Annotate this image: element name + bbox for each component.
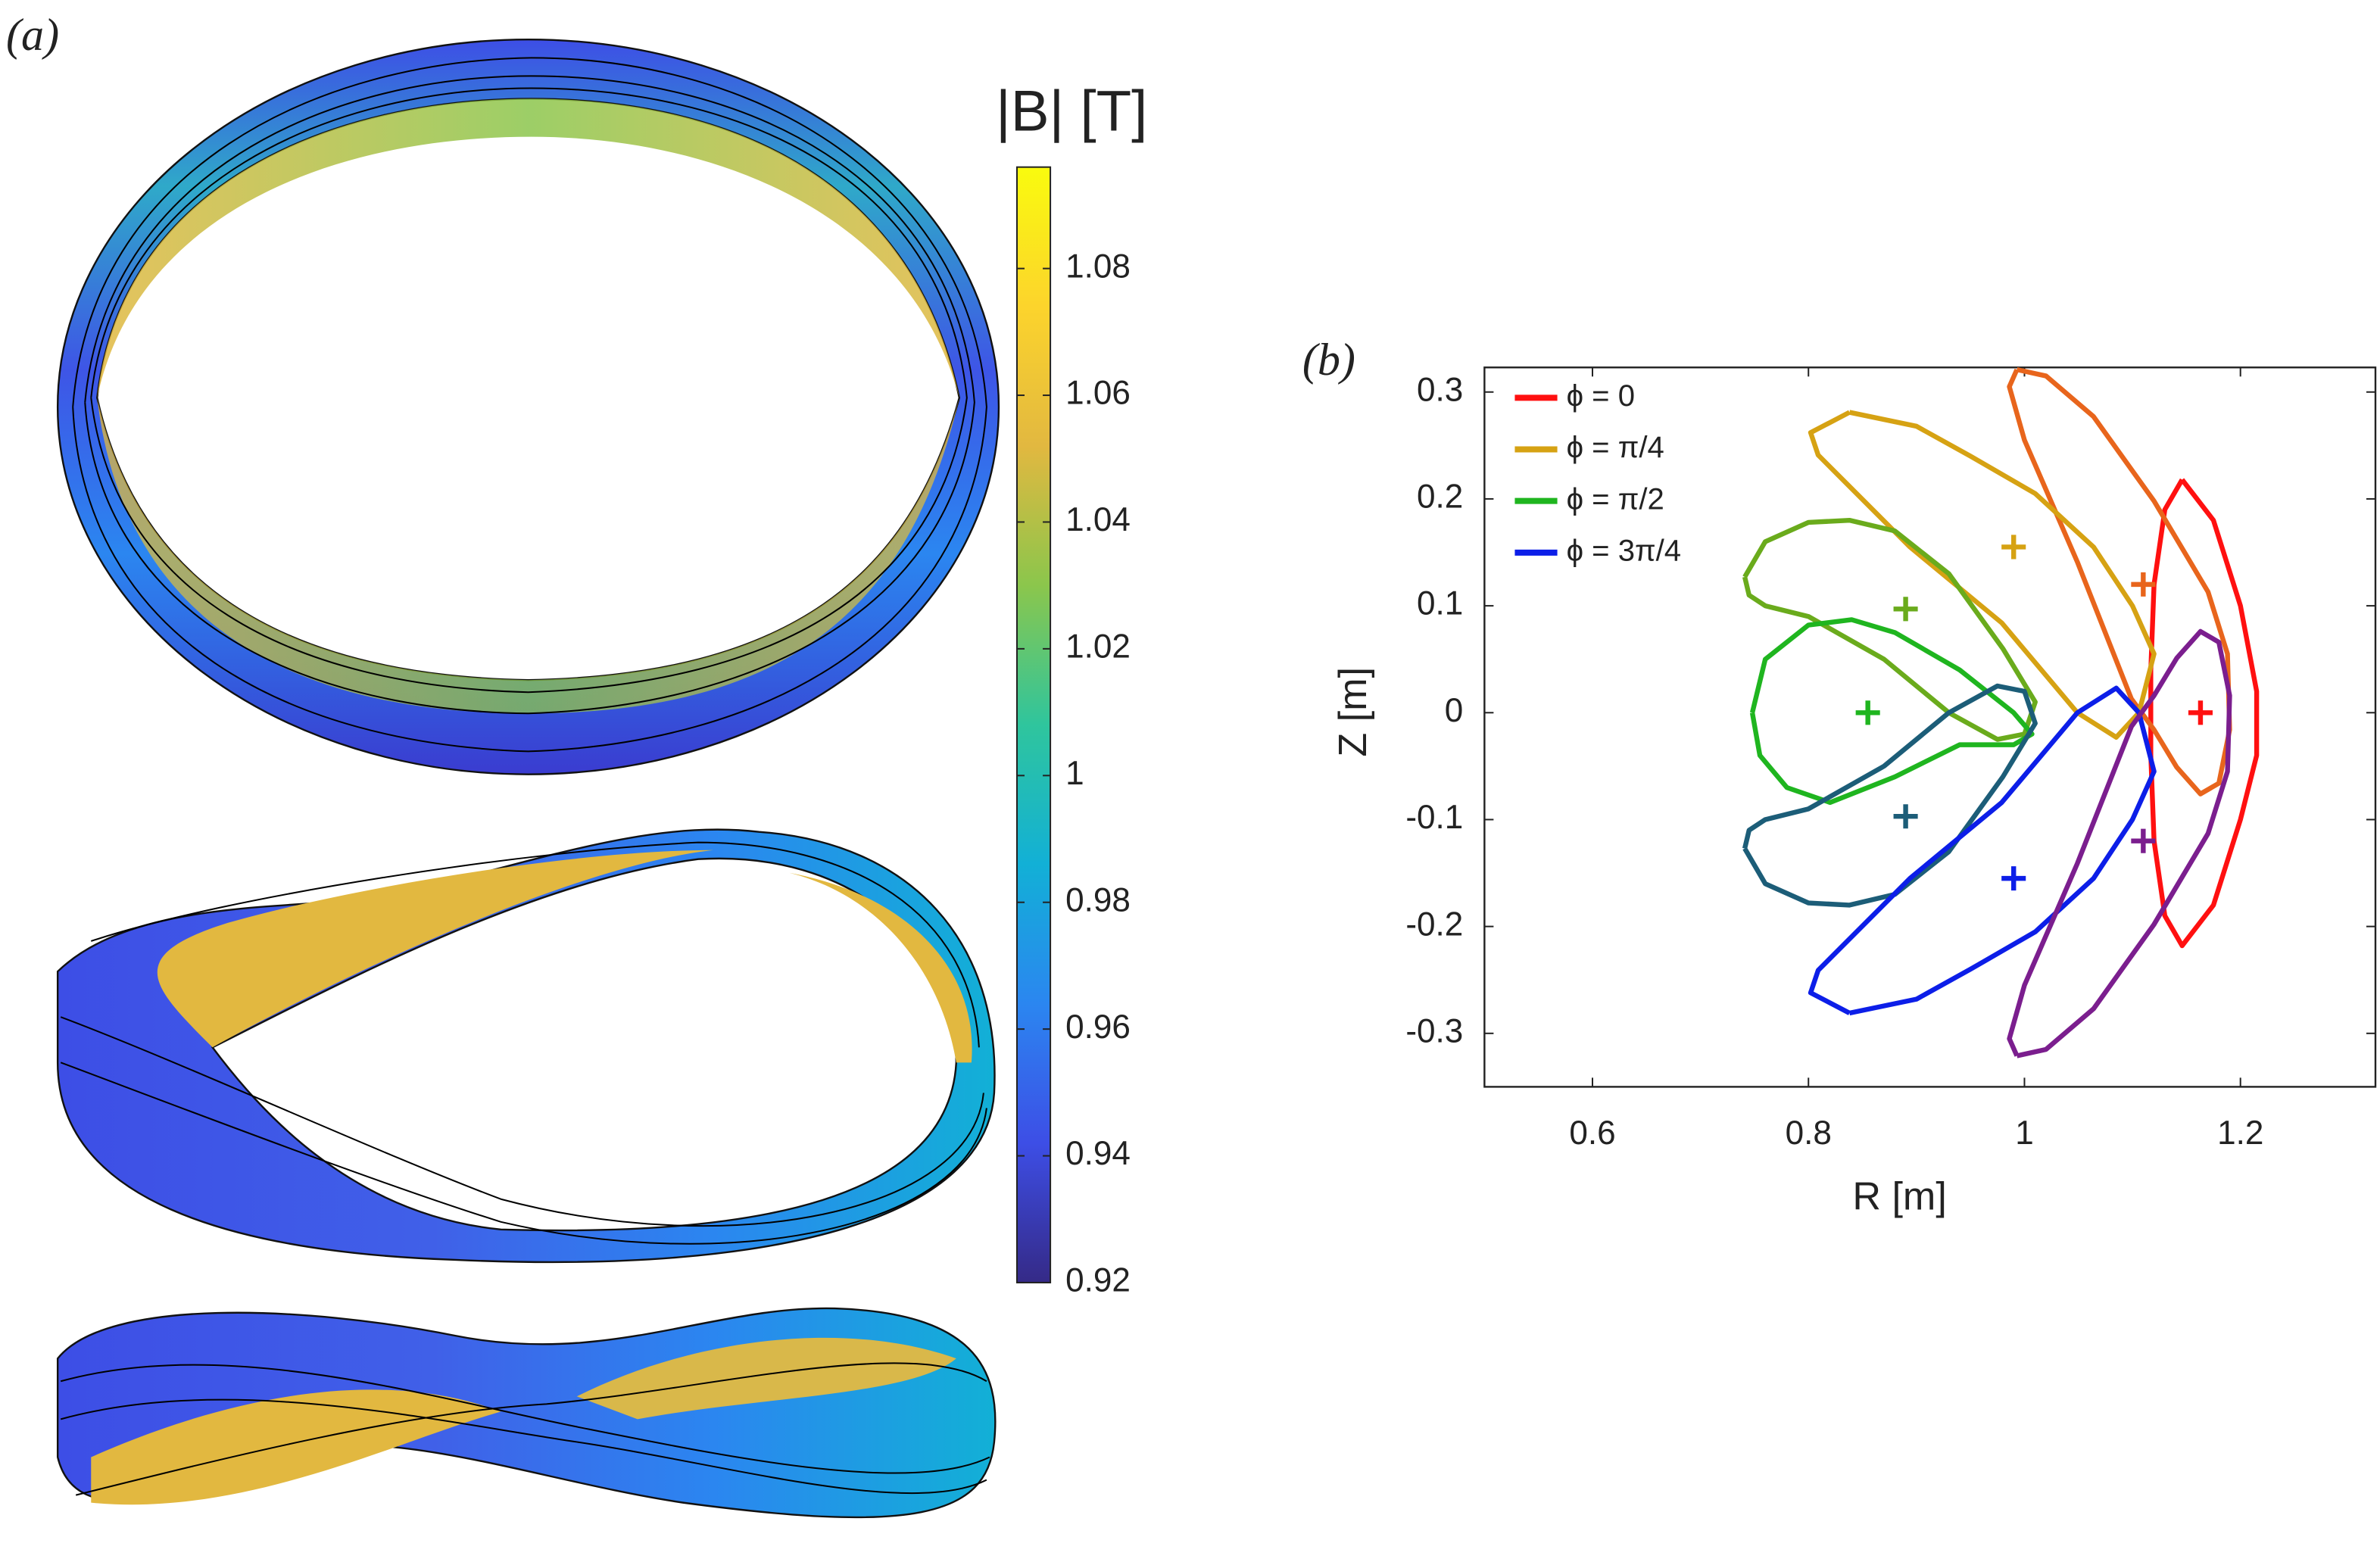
ribbon [56, 39, 1000, 775]
ribbon-inner [91, 1389, 501, 1505]
y-tick-label: -0.2 [1405, 906, 1463, 943]
tick-label: 0.92 [1065, 1262, 1131, 1299]
x-tick-label: 0.6 [1569, 1115, 1615, 1152]
magnetic-axis-marker [2131, 572, 2156, 597]
y-tick-label: 0.1 [1417, 585, 1463, 622]
cross-section [1742, 517, 2038, 742]
surface-side-view [56, 1307, 997, 1519]
cross-section [1742, 683, 2038, 908]
cross-section [2007, 628, 2232, 1058]
legend-label: ϕ = 0 [1567, 379, 1635, 413]
y-tick-label: 0.3 [1417, 371, 1463, 408]
magnetic-axis-marker [1855, 700, 1880, 725]
cross-section [2148, 478, 2260, 949]
field-lines [60, 1362, 990, 1496]
x-tick-label: 1.2 [2217, 1115, 2263, 1152]
cross-section [1749, 617, 2035, 806]
tick-label: 0.96 [1065, 1009, 1131, 1046]
tick-label: 0.98 [1065, 881, 1131, 918]
tick-label: 1.02 [1065, 628, 1131, 666]
y-tick-label: 0 [1445, 692, 1464, 729]
tick-label: 0.94 [1065, 1135, 1131, 1172]
magnetic-axis-marker [1893, 804, 1918, 829]
tick-label: 1.08 [1065, 248, 1131, 285]
legend-label: ϕ = π/2 [1567, 482, 1664, 516]
x-axis-label: R [m] [1852, 1174, 1946, 1218]
ribbon-inner [97, 98, 959, 398]
magnetic-axis-marker [2131, 828, 2156, 853]
y-tick-label: 0.2 [1417, 479, 1463, 516]
y-tick-label: -0.3 [1405, 1012, 1463, 1049]
y-axis-label: Z [m] [1331, 667, 1375, 757]
colorbar [1015, 166, 1052, 1283]
magnetic-axis-marker [2001, 866, 2026, 891]
ribbon-inner [576, 1337, 956, 1420]
cross-section [2007, 366, 2232, 797]
field-lines [60, 841, 987, 1245]
magnetic-axis-marker [2001, 535, 2026, 560]
surface-top-view [56, 39, 1000, 775]
field-lines [72, 57, 987, 753]
y-tick-label: -0.1 [1405, 799, 1463, 836]
x-tick-label: 1 [2015, 1115, 2034, 1152]
panel-label: (b) [1302, 335, 1355, 385]
panel-label: (a) [6, 10, 59, 61]
legend-label: ϕ = π/4 [1567, 431, 1664, 464]
tick-label: 1.06 [1065, 375, 1131, 412]
legend-label: ϕ = 3π/4 [1567, 534, 1682, 567]
tick-label: 1.04 [1065, 501, 1131, 538]
magnetic-axis-marker [2188, 700, 2213, 725]
tick-label: 1 [1065, 755, 1084, 792]
magnetic-axis-marker [1893, 597, 1918, 622]
x-tick-label: 0.8 [1786, 1115, 1832, 1152]
ribbon-inner [157, 850, 714, 1048]
colorbar-title: |B| [T] [996, 80, 1147, 144]
surface-oblique-view [56, 828, 996, 1264]
ribbon-inner [789, 872, 972, 1063]
